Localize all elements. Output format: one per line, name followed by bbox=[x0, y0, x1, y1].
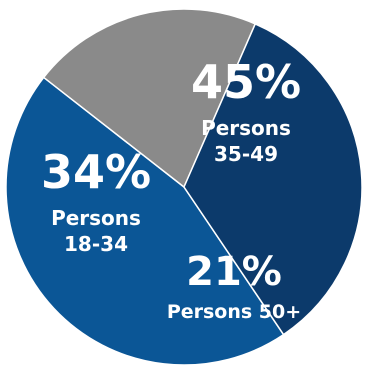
pie-slice-0 bbox=[5, 76, 285, 366]
pie-slice-1 bbox=[42, 8, 257, 189]
slice-category-label-0-1: 35-49 bbox=[214, 142, 278, 166]
slice-category-label-1-0: Persons 50+ bbox=[167, 301, 301, 323]
slice-percent-label-1: 21% bbox=[186, 249, 282, 295]
slice-percent-label-0: 45% bbox=[191, 55, 301, 109]
pie-slice-2 bbox=[183, 22, 363, 336]
slice-category-label-2-0: Persons bbox=[51, 206, 141, 230]
slice-category-label-2-1: 18-34 bbox=[64, 232, 128, 256]
slice-category-label-0-0: Persons bbox=[201, 116, 291, 140]
slice-percent-label-2: 34% bbox=[41, 145, 151, 199]
